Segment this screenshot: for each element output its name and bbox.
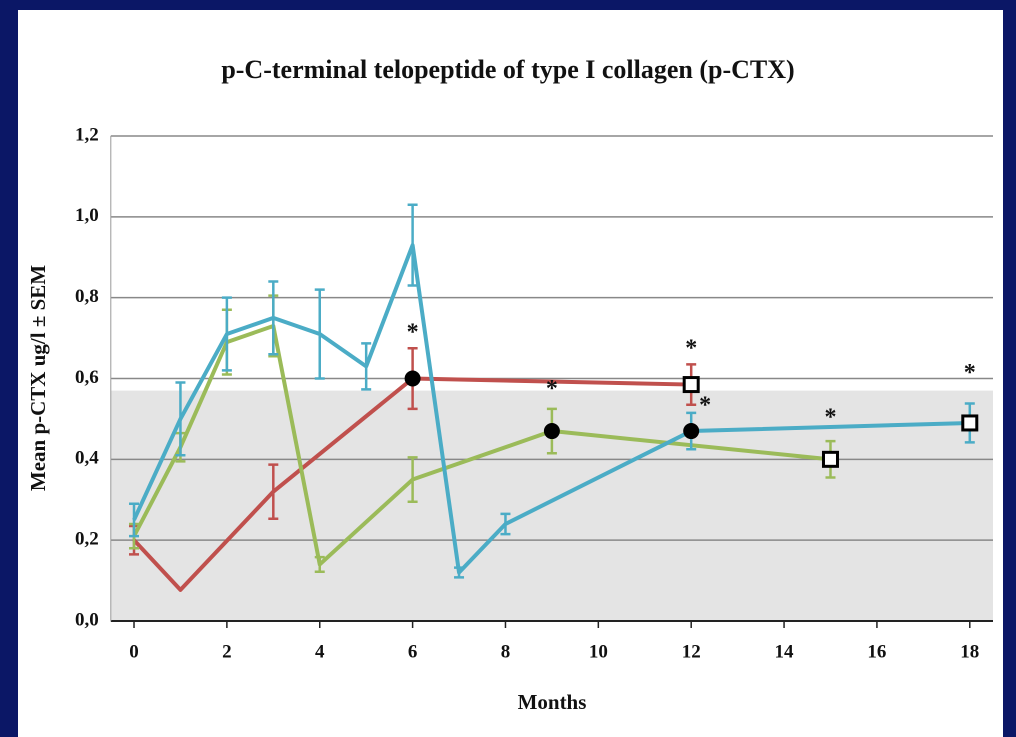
annotation: *	[546, 376, 558, 402]
x-tick-label: 0	[129, 641, 139, 662]
y-tick-label: 0,6	[75, 367, 99, 388]
chart-title: p-C-terminal telopeptide of type I colla…	[221, 55, 794, 84]
x-tick-label: 12	[682, 641, 701, 662]
annotation: *	[407, 320, 419, 346]
marker	[821, 450, 839, 468]
x-tick-label: 6	[408, 641, 418, 662]
error-bar	[129, 502, 140, 538]
error-bar	[314, 288, 325, 380]
error-bar	[407, 203, 418, 287]
marker	[404, 370, 421, 387]
error-bar	[500, 512, 511, 536]
y-tick-label: 1,2	[75, 124, 99, 145]
error-bar	[175, 381, 186, 457]
annotation: *	[699, 392, 711, 418]
y-tick-label: 0,0	[75, 609, 99, 630]
annotation: *	[685, 336, 697, 362]
y-tick-label: 0,8	[75, 286, 99, 307]
panel	[18, 10, 1003, 737]
error-bar	[407, 456, 418, 504]
y-tick-label: 0,4	[75, 448, 99, 469]
x-tick-label: 2	[222, 641, 232, 662]
x-tick-label: 8	[501, 641, 511, 662]
x-tick-label: 16	[867, 641, 886, 662]
x-tick-label: 18	[960, 641, 979, 662]
x-tick-label: 10	[589, 641, 608, 662]
error-bar	[361, 342, 372, 391]
error-bar	[268, 463, 279, 520]
marker	[961, 414, 979, 432]
error-bar	[314, 555, 325, 573]
error-bar	[268, 280, 279, 356]
marker	[683, 423, 700, 440]
error-bar	[454, 566, 465, 579]
marker	[543, 423, 560, 440]
error-bar	[221, 296, 232, 372]
y-tick-label: 1,0	[75, 205, 99, 226]
y-tick-label: 0,2	[75, 529, 99, 550]
x-tick-label: 14	[775, 641, 795, 662]
annotation: *	[964, 360, 976, 386]
series-line	[132, 323, 831, 567]
y-axis-label: Mean p-CTX ug/l ± SEM	[26, 265, 50, 491]
marker	[682, 376, 700, 394]
x-tick-label: 4	[315, 641, 325, 662]
x-axis-label: Months	[518, 690, 587, 714]
annotation: *	[824, 404, 836, 430]
